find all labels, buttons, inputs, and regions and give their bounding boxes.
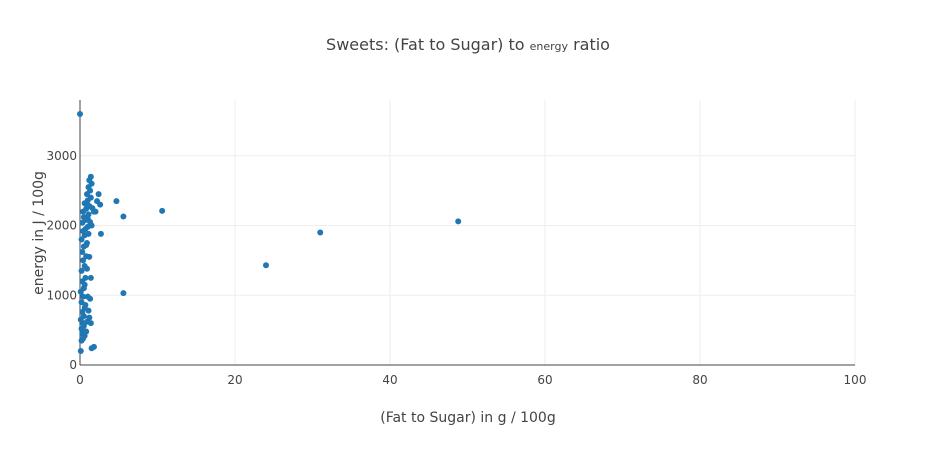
x-tick-label: 20 xyxy=(227,373,242,387)
data-point xyxy=(86,253,93,260)
data-point xyxy=(81,281,88,288)
x-tick-label: 100 xyxy=(844,373,867,387)
data-point xyxy=(113,198,120,205)
data-point xyxy=(82,274,89,281)
data-point xyxy=(87,274,94,281)
data-point xyxy=(80,335,87,342)
y-tick-label: 3000 xyxy=(46,149,77,163)
data-point xyxy=(97,230,104,237)
data-point xyxy=(120,213,127,220)
y-axis-title: energy in J / 100g xyxy=(31,171,47,295)
data-point xyxy=(77,348,84,355)
x-tick-label: 80 xyxy=(692,373,707,387)
data-point xyxy=(79,249,86,256)
data-point xyxy=(455,218,462,225)
data-point xyxy=(83,242,90,249)
data-points xyxy=(77,110,462,355)
data-point xyxy=(83,265,90,272)
data-point xyxy=(87,173,94,180)
data-point xyxy=(83,201,90,208)
data-point xyxy=(87,194,94,201)
x-tick-label: 0 xyxy=(76,373,84,387)
x-tick-label: 60 xyxy=(537,373,552,387)
data-point xyxy=(82,302,89,309)
data-point xyxy=(80,257,87,264)
axes xyxy=(79,100,855,366)
data-point xyxy=(82,226,89,233)
data-point xyxy=(317,229,324,236)
data-point xyxy=(95,191,102,198)
chart-title: Sweets: (Fat to Sugar) to energy ratio xyxy=(326,35,610,54)
title-prefix: Sweets: (Fat to Sugar) to xyxy=(326,35,525,54)
data-point xyxy=(92,208,99,215)
data-point xyxy=(120,290,127,297)
data-point xyxy=(87,295,94,302)
y-tick-labels: 0 1000 2000 3000 xyxy=(46,149,77,372)
y-tick-label: 1000 xyxy=(46,288,77,302)
data-point xyxy=(87,320,94,327)
x-tick-labels: 0 20 40 60 80 100 xyxy=(76,373,866,387)
data-point xyxy=(80,293,87,300)
data-point xyxy=(263,262,269,269)
title-subscript: energy xyxy=(530,40,569,53)
y-tick-label: 0 xyxy=(69,358,77,372)
data-point xyxy=(159,207,166,214)
x-tick-label: 40 xyxy=(382,373,397,387)
data-point xyxy=(78,267,85,274)
title-suffix: ratio xyxy=(573,35,610,54)
data-point xyxy=(90,343,97,350)
data-point xyxy=(88,222,95,229)
data-point xyxy=(80,322,87,329)
data-point xyxy=(97,201,104,208)
data-point xyxy=(77,110,83,117)
x-axis-title: (Fat to Sugar) in g / 100g xyxy=(380,410,555,426)
grid-lines xyxy=(80,100,856,365)
data-point xyxy=(78,236,85,243)
y-tick-label: 2000 xyxy=(46,219,77,233)
data-point xyxy=(85,307,92,314)
data-point xyxy=(85,230,92,237)
